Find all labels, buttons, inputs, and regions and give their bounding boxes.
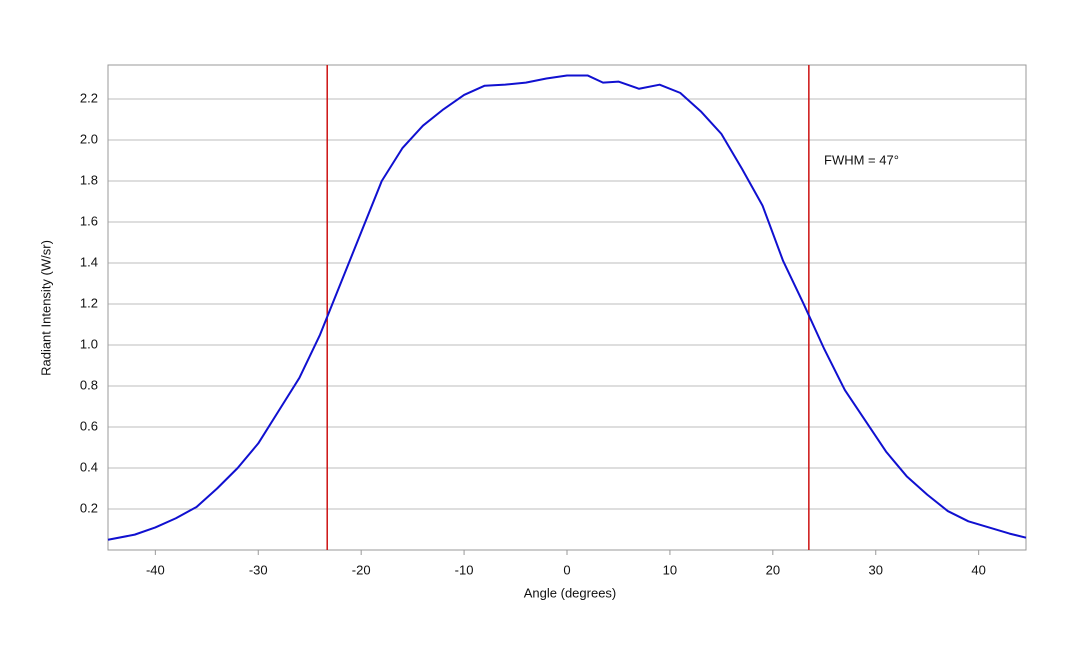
x-tick-label: -10 bbox=[455, 562, 474, 577]
x-tick-label: -20 bbox=[352, 562, 371, 577]
y-tick-label: 2.0 bbox=[80, 131, 98, 146]
y-tick-label: 1.2 bbox=[80, 295, 98, 310]
y-tick-label: 1.6 bbox=[80, 213, 98, 228]
x-tick-label: -30 bbox=[249, 562, 268, 577]
y-tick-label: 2.2 bbox=[80, 90, 98, 105]
data-line bbox=[107, 74, 1027, 541]
x-tick-label: -40 bbox=[146, 562, 165, 577]
x-tick-label: 40 bbox=[971, 562, 985, 577]
x-tick-label: 10 bbox=[663, 562, 677, 577]
plot-frame bbox=[107, 64, 1027, 551]
y-tick-label: 0.4 bbox=[80, 459, 98, 474]
y-tick-label: 0.8 bbox=[80, 377, 98, 392]
annotation: FWHM = 47° bbox=[824, 152, 899, 167]
y-tick-label: 0.6 bbox=[80, 418, 98, 433]
x-tick-label: 30 bbox=[869, 562, 883, 577]
y-tick-label: 0.2 bbox=[80, 500, 98, 515]
x-tick-label: 0 bbox=[563, 562, 570, 577]
y-axis-label: Radiant Intensity (W/sr) bbox=[38, 240, 53, 376]
x-axis-label: Angle (degrees) bbox=[524, 585, 617, 600]
y-tick-label: 1.8 bbox=[80, 172, 98, 187]
y-tick-label: 1.0 bbox=[80, 336, 98, 351]
y-tick-label: 1.4 bbox=[80, 254, 98, 269]
x-tick-label: 20 bbox=[766, 562, 780, 577]
